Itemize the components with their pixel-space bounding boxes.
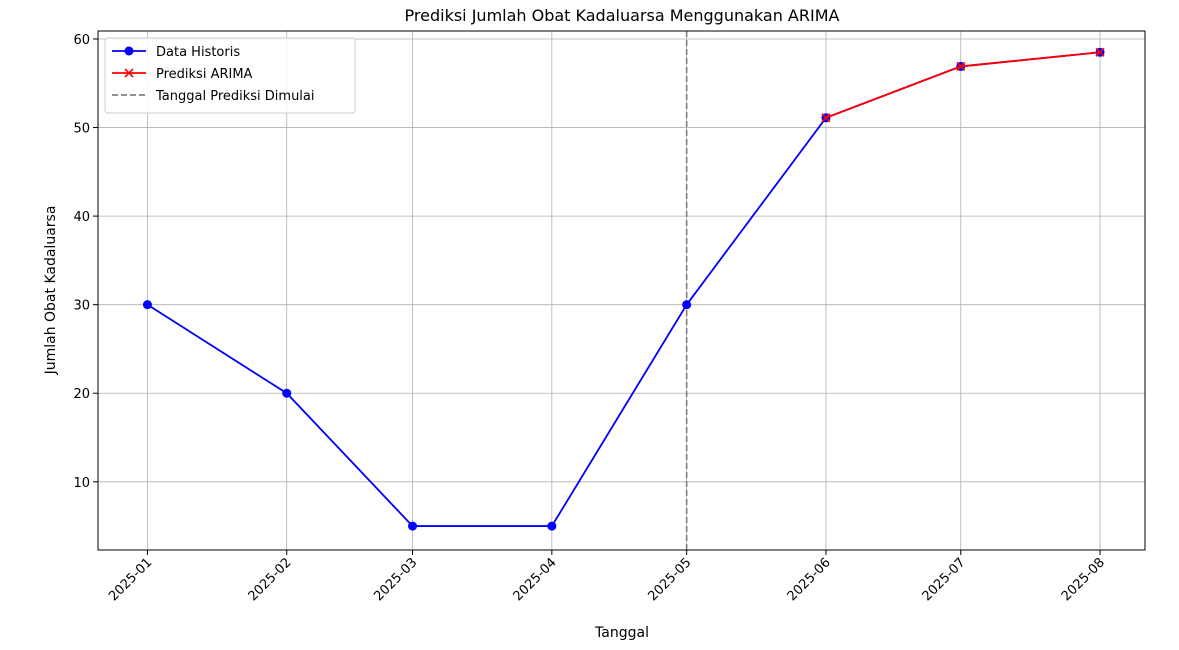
legend-label: Tanggal Prediksi Dimulai — [155, 89, 315, 104]
x-tick-label: 2025-05 — [645, 555, 694, 604]
legend-label: Prediksi ARIMA — [156, 67, 253, 82]
data-point — [956, 61, 966, 71]
y-tick-label: 60 — [73, 33, 90, 48]
x-tick-label: 2025-07 — [920, 555, 969, 604]
x-tick-label: 2025-01 — [106, 555, 155, 604]
legend: Data Historis Prediksi ARIMA Tanggal Predi… — [104, 37, 356, 114]
y-tick-label: 50 — [73, 122, 90, 137]
data-point — [682, 300, 692, 310]
data-point — [408, 521, 418, 531]
plot-frame — [97, 30, 1146, 551]
x-tick-label: 2025-02 — [246, 555, 295, 604]
y-axis-label: Jumlah Obat Kadaluarsa — [43, 206, 59, 376]
chart-title: Prediksi Jumlah Obat Kadaluarsa Mengguna… — [405, 6, 840, 25]
y-tick-label: 30 — [73, 299, 90, 314]
series-line-1 — [825, 51, 1101, 119]
legend-marker — [124, 46, 134, 56]
x-tick-label: 2025-08 — [1059, 555, 1108, 604]
data-point — [821, 113, 831, 123]
legend-label: Data Historis — [156, 45, 240, 60]
data-point — [142, 300, 152, 310]
data-point — [1095, 47, 1105, 57]
data-point — [282, 388, 292, 398]
x-tick-label: 2025-03 — [371, 555, 420, 604]
series-line-0 — [146, 51, 1101, 527]
y-tick-label: 40 — [73, 210, 90, 225]
y-tick-label: 10 — [73, 476, 90, 491]
legend-marker — [124, 68, 134, 78]
x-tick-label: 2025-04 — [511, 555, 560, 604]
y-tick-label: 20 — [73, 387, 90, 402]
legend-box — [104, 37, 356, 114]
x-axis-label: Tanggal — [594, 625, 649, 641]
x-tick-label: 2025-06 — [785, 555, 834, 604]
data-point — [547, 521, 557, 531]
